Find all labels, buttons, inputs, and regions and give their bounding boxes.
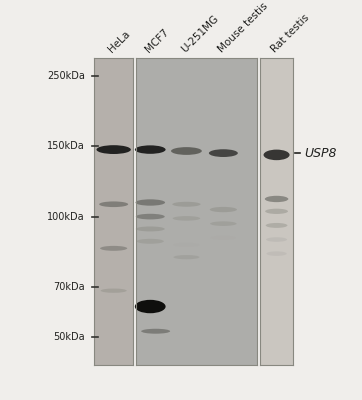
Ellipse shape xyxy=(101,288,127,293)
Bar xyxy=(94,58,133,365)
Text: 70kDa: 70kDa xyxy=(54,282,85,292)
Text: Mouse testis: Mouse testis xyxy=(216,1,270,54)
Text: 50kDa: 50kDa xyxy=(54,332,85,342)
Ellipse shape xyxy=(135,300,166,313)
Bar xyxy=(136,58,257,365)
Ellipse shape xyxy=(136,226,165,232)
Ellipse shape xyxy=(172,202,201,207)
Ellipse shape xyxy=(211,236,236,240)
Ellipse shape xyxy=(100,246,127,251)
Ellipse shape xyxy=(264,150,290,160)
Ellipse shape xyxy=(209,149,238,157)
Ellipse shape xyxy=(173,255,199,259)
Ellipse shape xyxy=(99,202,128,207)
Ellipse shape xyxy=(135,145,166,154)
Ellipse shape xyxy=(266,223,287,228)
Ellipse shape xyxy=(173,243,200,247)
Ellipse shape xyxy=(137,239,164,244)
Text: 250kDa: 250kDa xyxy=(47,70,85,80)
Ellipse shape xyxy=(171,147,202,155)
Ellipse shape xyxy=(210,207,237,212)
Ellipse shape xyxy=(210,221,237,226)
Ellipse shape xyxy=(135,199,165,206)
Ellipse shape xyxy=(136,214,165,220)
Ellipse shape xyxy=(266,251,287,256)
Ellipse shape xyxy=(265,196,288,202)
Ellipse shape xyxy=(173,216,200,221)
Text: 100kDa: 100kDa xyxy=(47,212,85,222)
Text: MCF7: MCF7 xyxy=(143,27,171,54)
Text: U-251MG: U-251MG xyxy=(179,13,220,54)
Text: 150kDa: 150kDa xyxy=(47,141,85,151)
Text: HeLa: HeLa xyxy=(106,29,132,54)
Text: USP8: USP8 xyxy=(304,147,337,160)
Ellipse shape xyxy=(96,145,131,154)
Ellipse shape xyxy=(266,237,287,242)
Bar xyxy=(260,58,293,365)
Ellipse shape xyxy=(141,329,170,334)
Ellipse shape xyxy=(265,209,288,214)
Text: Rat testis: Rat testis xyxy=(269,12,311,54)
